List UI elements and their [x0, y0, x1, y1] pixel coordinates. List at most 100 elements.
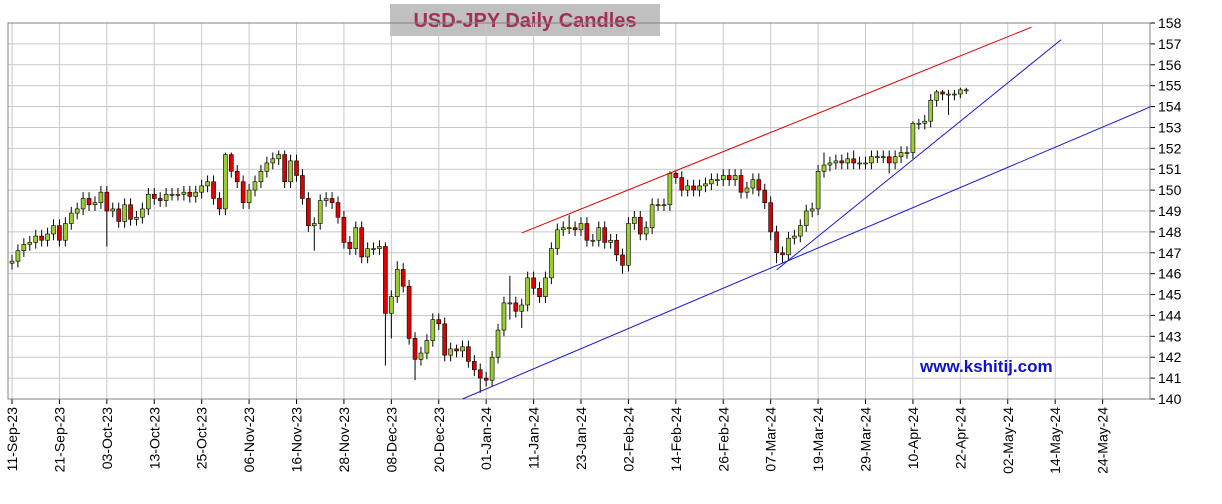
candle-body: [317, 200, 323, 224]
candle-body: [359, 227, 364, 258]
candle-body: [454, 348, 459, 352]
candle-body: [15, 250, 21, 262]
chart-title: USD-JPY Daily Candles: [413, 10, 636, 32]
y-tick-label: 143: [1158, 328, 1182, 344]
y-tick-label: 145: [1158, 287, 1182, 303]
candle-body: [252, 181, 258, 191]
candle-body: [151, 193, 157, 199]
candle-body: [389, 296, 394, 314]
x-tick-label: 07-Mar-24: [763, 407, 779, 472]
candle-body: [98, 191, 104, 203]
candle-body: [715, 179, 720, 181]
candle-body: [187, 191, 193, 197]
candle-body: [27, 242, 33, 245]
candle-body: [726, 175, 732, 180]
x-tick-label: 11-Sep-23: [4, 407, 20, 472]
candle-body: [134, 216, 139, 220]
candle-body: [211, 181, 216, 199]
y-tick-label: 148: [1158, 224, 1182, 240]
candle-body: [436, 319, 442, 325]
candle-body: [400, 269, 406, 287]
candle-body: [169, 193, 175, 196]
candle-body: [157, 198, 163, 201]
x-tick-label: 26-Feb-24: [715, 407, 731, 472]
y-tick-label: 155: [1158, 78, 1182, 94]
candle-body: [205, 181, 210, 187]
candle-body: [104, 191, 110, 212]
y-tick-label: 142: [1158, 349, 1182, 365]
x-tick-label: 06-Nov-23: [241, 407, 257, 473]
candle-body: [697, 185, 702, 191]
candle-body: [122, 204, 127, 222]
candle-body: [146, 193, 151, 210]
candle-body: [193, 191, 199, 197]
x-tick-label: 16-Nov-23: [289, 407, 305, 473]
candle-body: [418, 352, 424, 360]
candle-body: [525, 277, 530, 306]
candle-body: [833, 160, 839, 164]
candle-body: [406, 285, 412, 339]
candle-body: [477, 369, 483, 379]
candle-body: [798, 225, 803, 237]
candle-body: [803, 210, 809, 226]
candle-body: [347, 242, 353, 249]
candle-body: [815, 171, 821, 210]
candle-body: [738, 175, 744, 193]
candle-body: [306, 198, 311, 226]
watermark: www.kshitij.com: [919, 357, 1053, 376]
candle-body: [774, 231, 779, 254]
candle-body: [649, 204, 655, 229]
title-box: [390, 4, 660, 36]
candle-body: [578, 223, 584, 231]
candle-body: [685, 185, 690, 191]
candle-body: [199, 185, 204, 193]
x-tick-label: 11-Jan-24: [526, 407, 542, 469]
candle-body: [365, 248, 370, 258]
candle-body: [952, 93, 957, 96]
candle-body: [39, 235, 44, 241]
y-tick-label: 152: [1158, 140, 1182, 156]
candle-body: [246, 189, 252, 203]
x-tick-label: 14-May-24: [1047, 407, 1063, 474]
candle-body: [276, 154, 282, 160]
candle-body: [572, 227, 578, 231]
x-tick-label: 10-Apr-24: [905, 407, 921, 469]
candle-body: [602, 227, 608, 243]
candle-body: [92, 202, 98, 206]
candle-body: [412, 338, 418, 360]
candle-body: [501, 302, 507, 331]
candle-body: [507, 302, 513, 305]
x-tick-label: 02-Feb-24: [620, 407, 636, 472]
candle-body: [851, 158, 856, 164]
candle-body: [258, 171, 264, 183]
candle-body: [264, 162, 270, 172]
candle-body: [543, 277, 548, 297]
candle-body: [181, 191, 187, 195]
candle-body: [80, 198, 86, 210]
y-tick-label: 144: [1158, 307, 1182, 323]
candle-body: [531, 277, 536, 289]
candle-body: [323, 198, 329, 201]
candle-body: [282, 154, 287, 183]
candle-body: [45, 233, 50, 241]
candle-body: [608, 239, 613, 243]
candle-body: [341, 216, 347, 243]
y-tick-label: 140: [1158, 391, 1182, 407]
candle-body: [762, 189, 768, 203]
candle-body: [128, 204, 133, 220]
candle-body: [898, 152, 904, 157]
candle-body: [424, 340, 430, 354]
candle-body: [163, 193, 169, 201]
candle-body: [234, 171, 240, 183]
candle-body: [448, 348, 453, 356]
candle-body: [288, 160, 293, 183]
y-tick-label: 156: [1158, 57, 1182, 73]
candle-body: [489, 356, 495, 381]
candle-body: [217, 198, 222, 210]
candle-body: [922, 120, 928, 124]
x-tick-label: 21-Sep-23: [51, 407, 67, 473]
candle-body: [335, 202, 341, 218]
y-tick-label: 147: [1158, 245, 1182, 261]
